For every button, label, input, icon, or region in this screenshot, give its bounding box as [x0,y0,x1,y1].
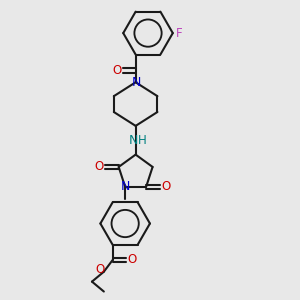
Text: N: N [121,180,130,194]
Text: N: N [132,76,141,89]
Text: O: O [161,180,171,194]
Text: H: H [138,134,147,147]
Text: N: N [129,134,138,147]
Text: O: O [95,263,104,276]
Text: F: F [176,27,182,40]
Text: O: O [112,64,122,77]
Text: O: O [127,253,136,266]
Text: O: O [94,160,104,173]
